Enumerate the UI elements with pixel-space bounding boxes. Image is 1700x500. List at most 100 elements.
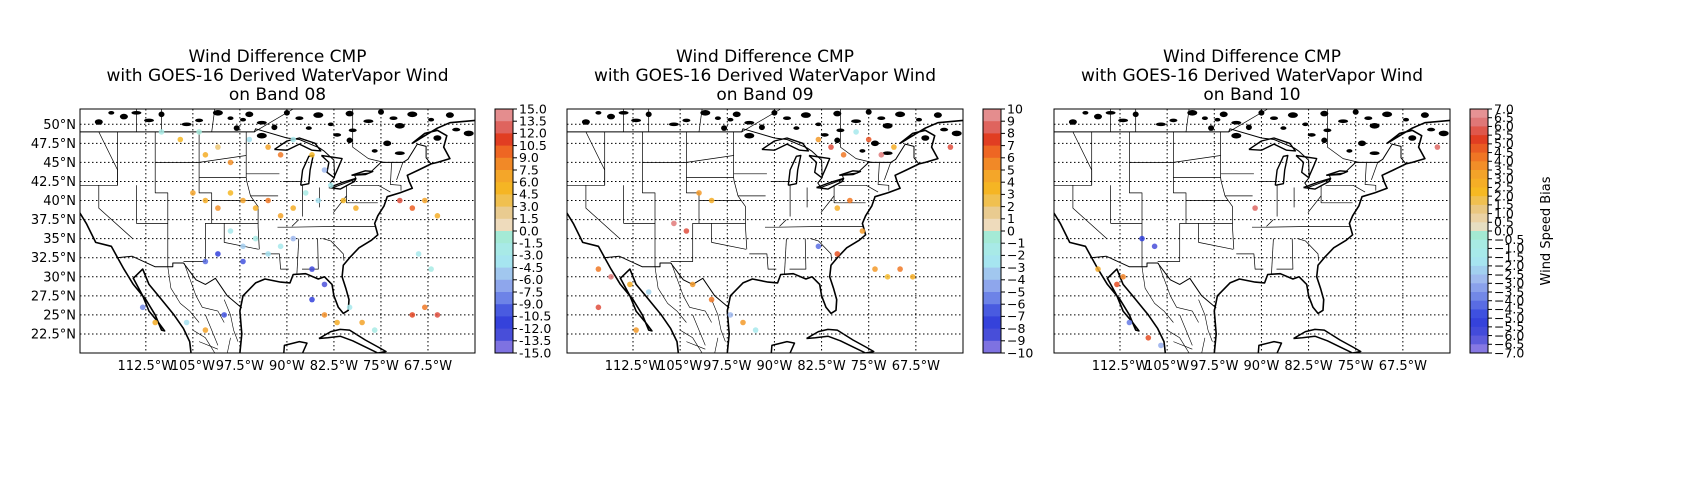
state-boundary: [679, 329, 703, 353]
colorbar-segment: [1470, 213, 1488, 223]
state-boundary: [585, 185, 621, 239]
lon-tick-label: 82.5°W: [1284, 359, 1332, 374]
wind-point: [252, 235, 259, 242]
coastline: [806, 328, 875, 353]
map-frame: [566, 108, 964, 354]
wind-point: [847, 197, 853, 204]
state-boundary: [1179, 314, 1193, 346]
wind-point: [878, 152, 885, 158]
state-boundary: [223, 299, 239, 342]
state-boundary: [711, 299, 726, 342]
wind-point: [1145, 335, 1152, 341]
colorbar-tick-label: −2.0: [1494, 258, 1524, 273]
wind-point: [246, 136, 253, 143]
map-area: [1054, 109, 1450, 353]
chart-title-line: on Band 08: [229, 85, 326, 105]
lon-tick-label: 82.5°W: [310, 359, 358, 374]
colorbar-tick-label: 13.5: [519, 114, 547, 129]
wind-point: [884, 274, 891, 280]
coastline: [726, 119, 963, 353]
colorbar-tick-label: 10: [1007, 101, 1023, 116]
wind-point: [671, 220, 677, 227]
chart-title-line: with GOES-16 Derived WaterVapor Wind: [594, 66, 936, 86]
colorbar-tick-label: −3: [1007, 260, 1025, 275]
colorbar-tick-label: 4.5: [519, 187, 539, 202]
lake-blob: [407, 111, 418, 118]
state-boundary: [1198, 223, 1234, 250]
colorbar-tick-label: 3.0: [519, 199, 539, 214]
wind-point: [633, 327, 639, 333]
colorbar-tick-label: -1.5: [519, 236, 543, 251]
colorbar-tick-label: −4.0: [1494, 293, 1524, 308]
lake-blob: [1068, 119, 1077, 125]
lake-blob: [1118, 118, 1129, 123]
wind-point: [740, 319, 746, 326]
lake-blob: [783, 116, 791, 120]
lake-blob: [714, 116, 721, 120]
wind-point: [1158, 342, 1164, 349]
lake-outline: [787, 154, 802, 186]
colorbar-segment: [495, 121, 513, 134]
lake-blob: [428, 117, 435, 122]
wind-point: [727, 312, 734, 318]
wind-point: [422, 304, 428, 311]
wind-point: [321, 312, 328, 318]
colorbar-segment: [1470, 222, 1488, 232]
colorbar-segment: [983, 267, 1001, 281]
lon-tick-label: 90°W: [269, 359, 305, 374]
colorbar-tick-label: 4.5: [1494, 145, 1514, 160]
wind-point: [434, 213, 441, 219]
lake-blob: [1403, 117, 1409, 122]
colorbar-tick-label: −5.0: [1494, 310, 1524, 325]
colorbar-tick-label: 15.0: [519, 101, 547, 116]
wind-point: [1126, 319, 1133, 326]
lake-outline: [1303, 177, 1332, 190]
coastline: [1293, 328, 1362, 353]
state-boundary: [692, 314, 706, 346]
colorbar-tick-label: 4: [1007, 175, 1015, 190]
colorbar-segment: [495, 304, 513, 317]
lake-blob: [595, 111, 602, 115]
state-boundary: [296, 238, 300, 274]
colorbar-segment: [1470, 204, 1488, 215]
state-boundary: [192, 329, 216, 353]
lat-tick-label: 47.5°N: [31, 137, 76, 152]
wind-point: [428, 266, 434, 272]
chart-title-line: Wind Difference CMP: [1163, 47, 1341, 67]
lake-blob: [233, 125, 240, 131]
lake-outline: [351, 170, 374, 176]
wind-point: [409, 205, 416, 211]
colorbar: 15.013.512.010.59.07.56.04.53.01.50.0-1.…: [494, 101, 551, 360]
colorbar-segment: [1470, 257, 1488, 267]
colorbar-tick-label: −1.0: [1494, 241, 1524, 256]
state-boundary: [838, 184, 879, 193]
wind-point: [853, 129, 859, 135]
wind-point: [696, 190, 702, 196]
colorbar-segment: [1470, 318, 1488, 328]
state-boundary: [1266, 219, 1274, 227]
wind-point: [277, 243, 284, 250]
wind-point: [708, 296, 715, 303]
colorbar-tick-label: 8: [1007, 126, 1015, 141]
lake-blob: [882, 151, 893, 155]
colorbar-segment: [495, 231, 513, 244]
state-boundary: [1054, 131, 1093, 186]
colorbar-tick-label: -13.5: [519, 333, 551, 348]
wind-point: [595, 304, 602, 311]
lon-tick-label: 112.5°W: [605, 359, 662, 374]
colorbar-tick-label: 5.0: [1494, 136, 1514, 151]
wind-point: [265, 144, 271, 150]
wind-point: [891, 144, 897, 150]
wind-point: [221, 312, 227, 318]
colorbar-label: Wind Speed Bias: [1539, 176, 1554, 285]
state-boundary: [1072, 185, 1108, 239]
wind-point: [859, 228, 866, 234]
wind-point: [834, 205, 841, 211]
lake-blob: [895, 111, 906, 118]
colorbar-segment: [495, 316, 513, 330]
lake-blob: [1438, 130, 1449, 137]
colorbar-tick-label: 1.5: [1494, 197, 1514, 212]
map-frame: [1053, 108, 1451, 354]
wind-point: [828, 144, 834, 150]
